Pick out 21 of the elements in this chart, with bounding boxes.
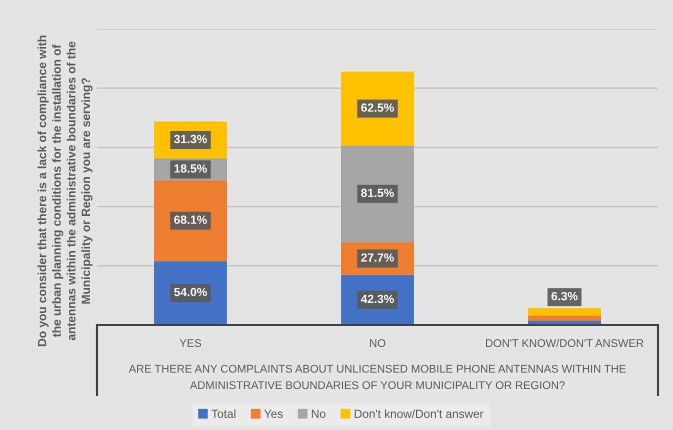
x-tick-label: YES <box>180 339 202 348</box>
legend-label: Don't know/Don't answer <box>354 409 484 418</box>
data-label: 42.3% <box>360 294 394 304</box>
x-axis-title: ARE THERE ANY COMPLAINTS ABOUT UNLICENSED MOBILE PHONE ANTENNAS WITHIN THE ADMINISTRATIVE BOUNDARIES OF YOUR MUNICIPALITY OR REGION? <box>128 364 626 390</box>
data-label: 18.5% <box>174 164 207 173</box>
data-label: 81.5% <box>361 188 394 198</box>
data-label: 31.3% <box>174 134 207 144</box>
legend-label: No <box>312 410 326 418</box>
bar <box>528 316 601 321</box>
x-tick-label: DON'T KNOW/DON'T ANSWER <box>486 338 644 348</box>
bar <box>341 146 414 242</box>
legend-label: Total <box>212 409 236 418</box>
bar <box>528 308 601 316</box>
data-label: 68.1% <box>174 216 207 224</box>
data-label: 62.5% <box>361 103 394 112</box>
data-label: 6.3% <box>551 292 578 300</box>
data-label: 54.0% <box>174 288 207 296</box>
x-tick-label: NO <box>370 339 386 348</box>
legend-label: Yes <box>264 410 283 418</box>
y-axis-title: Do you consider that there is a lack of compliance with the urban planning conditions for the installation of antennas within the administrative boundaries of the Municipality or Region you are serving? <box>37 36 93 346</box>
data-label: 27.7% <box>361 253 394 262</box>
